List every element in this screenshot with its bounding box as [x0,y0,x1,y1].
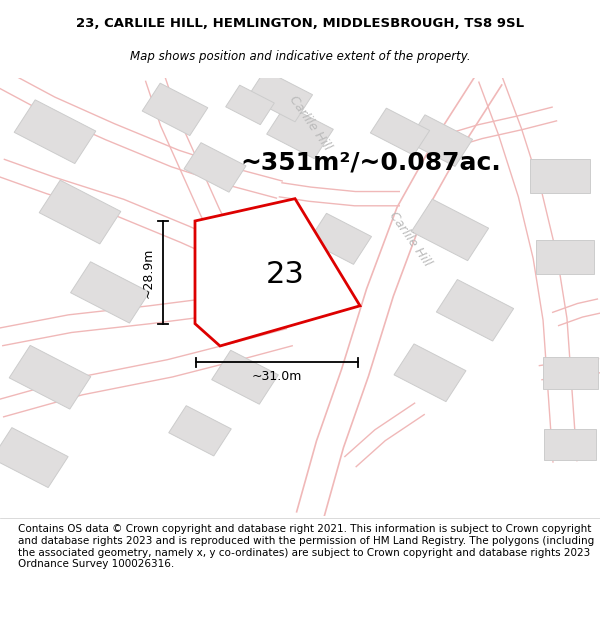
Polygon shape [14,100,96,164]
Polygon shape [39,180,121,244]
Polygon shape [226,85,274,124]
Polygon shape [308,213,371,264]
Text: 23: 23 [266,260,304,289]
Polygon shape [212,350,278,404]
Polygon shape [9,346,91,409]
Text: Contains OS data © Crown copyright and database right 2021. This information is : Contains OS data © Crown copyright and d… [18,524,594,569]
Text: ~351m²/~0.087ac.: ~351m²/~0.087ac. [240,151,501,175]
Polygon shape [266,105,334,159]
Polygon shape [530,159,590,193]
Polygon shape [536,240,594,274]
Polygon shape [542,357,598,389]
Text: Carlile Hill: Carlile Hill [286,93,334,152]
Polygon shape [412,199,488,261]
Polygon shape [544,429,596,460]
Polygon shape [394,344,466,402]
Polygon shape [436,279,514,341]
Polygon shape [195,199,360,346]
Text: ~28.9m: ~28.9m [142,247,155,298]
Polygon shape [142,83,208,136]
Polygon shape [0,428,68,488]
Text: ~31.0m: ~31.0m [252,370,302,383]
Text: 23, CARLILE HILL, HEMLINGTON, MIDDLESBROUGH, TS8 9SL: 23, CARLILE HILL, HEMLINGTON, MIDDLESBRO… [76,17,524,30]
Polygon shape [370,108,430,155]
Polygon shape [169,406,231,456]
Polygon shape [407,115,473,166]
Polygon shape [247,70,313,122]
Polygon shape [71,262,149,323]
Polygon shape [184,142,246,192]
Text: Map shows position and indicative extent of the property.: Map shows position and indicative extent… [130,50,470,62]
Text: Carlile Hill: Carlile Hill [386,209,434,269]
